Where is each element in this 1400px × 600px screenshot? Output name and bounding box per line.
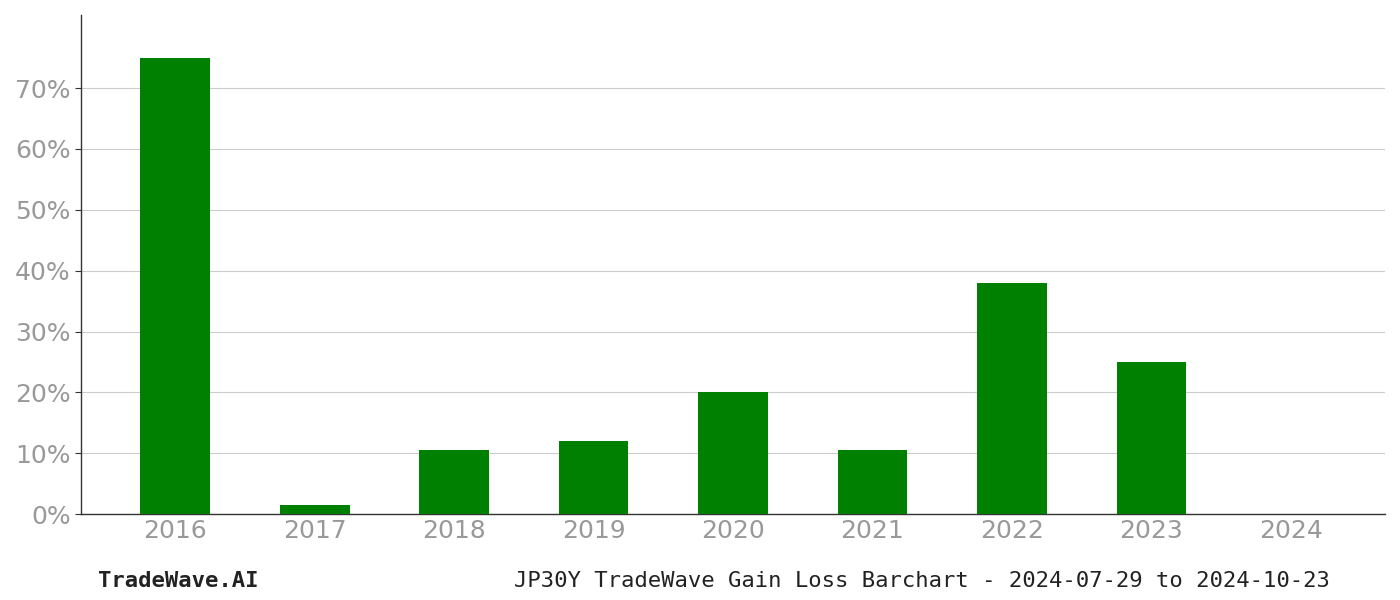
Bar <box>280 505 350 514</box>
Text: TradeWave.AI: TradeWave.AI <box>98 571 259 591</box>
Bar <box>977 283 1047 514</box>
Text: JP30Y TradeWave Gain Loss Barchart - 2024-07-29 to 2024-10-23: JP30Y TradeWave Gain Loss Barchart - 202… <box>514 571 1330 591</box>
Bar <box>419 450 489 514</box>
Bar <box>837 450 907 514</box>
Bar <box>140 58 210 514</box>
Bar <box>1117 362 1186 514</box>
Bar <box>699 392 767 514</box>
Bar <box>559 441 629 514</box>
